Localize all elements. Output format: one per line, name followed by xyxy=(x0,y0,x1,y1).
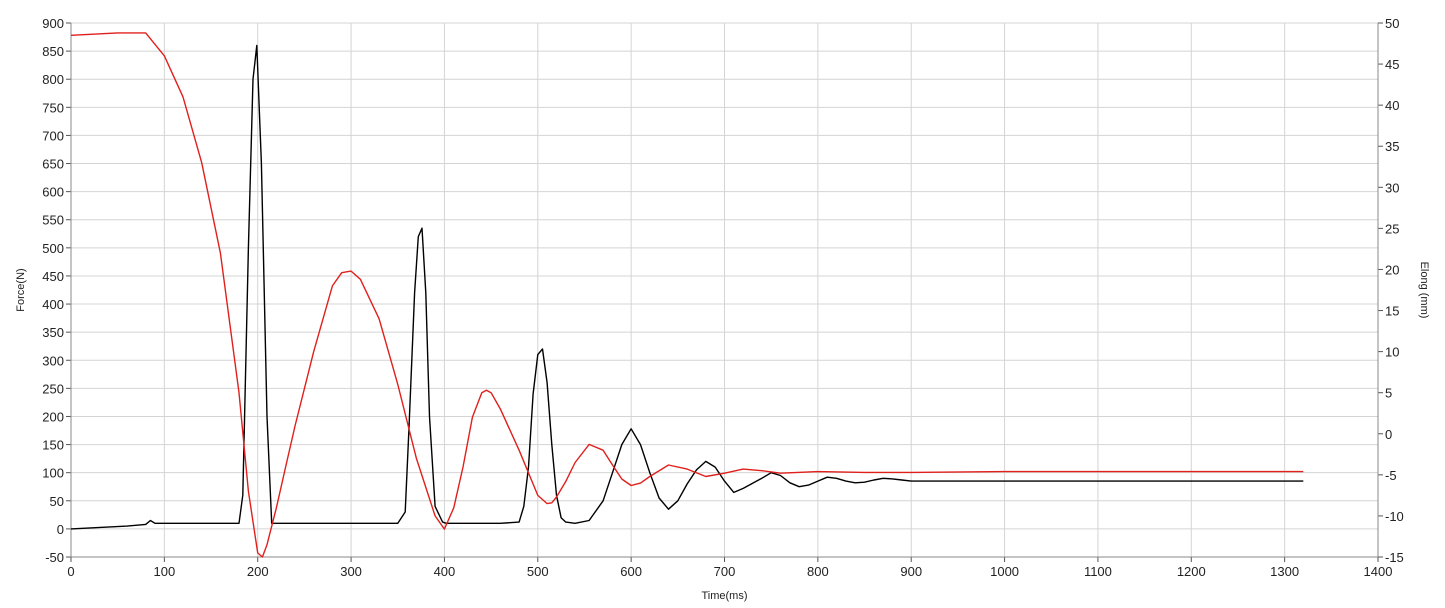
y-right-tick-label: 10 xyxy=(1385,345,1399,360)
y-left-tick-label: 50 xyxy=(50,494,64,509)
x-tick-label: 800 xyxy=(807,564,829,579)
y-right-tick-label: -15 xyxy=(1385,550,1404,565)
y-right-tick-label: 40 xyxy=(1385,98,1399,113)
x-tick-label: 400 xyxy=(434,564,456,579)
series-lines xyxy=(70,32,1304,558)
y-right-tick-label: 25 xyxy=(1385,221,1399,236)
x-tick-label: 900 xyxy=(900,564,922,579)
y-left-tick-label: 750 xyxy=(42,100,64,115)
y-left-tick-label: 450 xyxy=(42,269,64,284)
x-tick-label: 500 xyxy=(527,564,549,579)
y-left-tick-label: 900 xyxy=(42,16,64,31)
x-tick-label: 1000 xyxy=(990,564,1019,579)
tick-labels: 0 100 200 300 400 500 600 700 800 900 1000 1100 1200… xyxy=(42,16,1404,579)
x-tick-label: 200 xyxy=(247,564,269,579)
force-series-line xyxy=(70,44,1304,530)
y-left-tick-label: 650 xyxy=(42,157,64,172)
y-left-tick-label: 550 xyxy=(42,213,64,228)
x-axis-label: Time(ms) xyxy=(701,590,747,602)
x-tick-label: 700 xyxy=(714,564,736,579)
y-right-tick-label: 5 xyxy=(1385,386,1392,401)
y-left-tick-label: 200 xyxy=(42,409,64,424)
y-right-tick-label: -5 xyxy=(1385,468,1397,483)
y-right-tick-label: 45 xyxy=(1385,57,1399,72)
y-left-tick-label: 700 xyxy=(42,128,64,143)
x-tick-label: 1300 xyxy=(1270,564,1299,579)
y-left-tick-label: 100 xyxy=(42,466,64,481)
x-tick-label: 1100 xyxy=(1084,564,1112,579)
y-axis-left-label: Force(N) xyxy=(15,268,27,311)
elongation-series-line xyxy=(70,32,1304,558)
y-axis-right-label: Elong (mm) xyxy=(1418,262,1430,319)
y-right-tick-label: 0 xyxy=(1385,427,1392,442)
y-right-tick-label: 15 xyxy=(1385,304,1399,319)
x-tick-label: 100 xyxy=(154,564,176,579)
y-left-tick-label: 600 xyxy=(42,185,64,200)
y-left-tick-label: 150 xyxy=(42,438,64,453)
y-right-tick-label: 35 xyxy=(1385,139,1399,154)
axes xyxy=(66,22,1383,562)
y-right-tick-label: 20 xyxy=(1385,262,1399,277)
y-left-tick-label: 500 xyxy=(42,241,64,256)
y-left-tick-label: 350 xyxy=(42,325,64,340)
y-left-tick-label: 300 xyxy=(42,353,64,368)
y-left-tick-label: -50 xyxy=(45,550,64,565)
x-tick-label: 0 xyxy=(67,564,74,579)
y-left-tick-label: 800 xyxy=(42,72,64,87)
x-tick-label: 300 xyxy=(340,564,362,579)
x-tick-label: 1200 xyxy=(1177,564,1206,579)
y-left-tick-label: 250 xyxy=(42,381,64,396)
x-tick-label: 600 xyxy=(620,564,642,579)
y-right-tick-label: -10 xyxy=(1385,509,1404,524)
y-left-tick-label: 400 xyxy=(42,297,64,312)
y-left-tick-label: 850 xyxy=(42,44,64,59)
y-left-tick-label: 0 xyxy=(57,522,64,537)
y-right-tick-label: 30 xyxy=(1385,180,1399,195)
y-right-tick-label: 50 xyxy=(1385,16,1399,31)
x-tick-label: 1400 xyxy=(1364,564,1393,579)
